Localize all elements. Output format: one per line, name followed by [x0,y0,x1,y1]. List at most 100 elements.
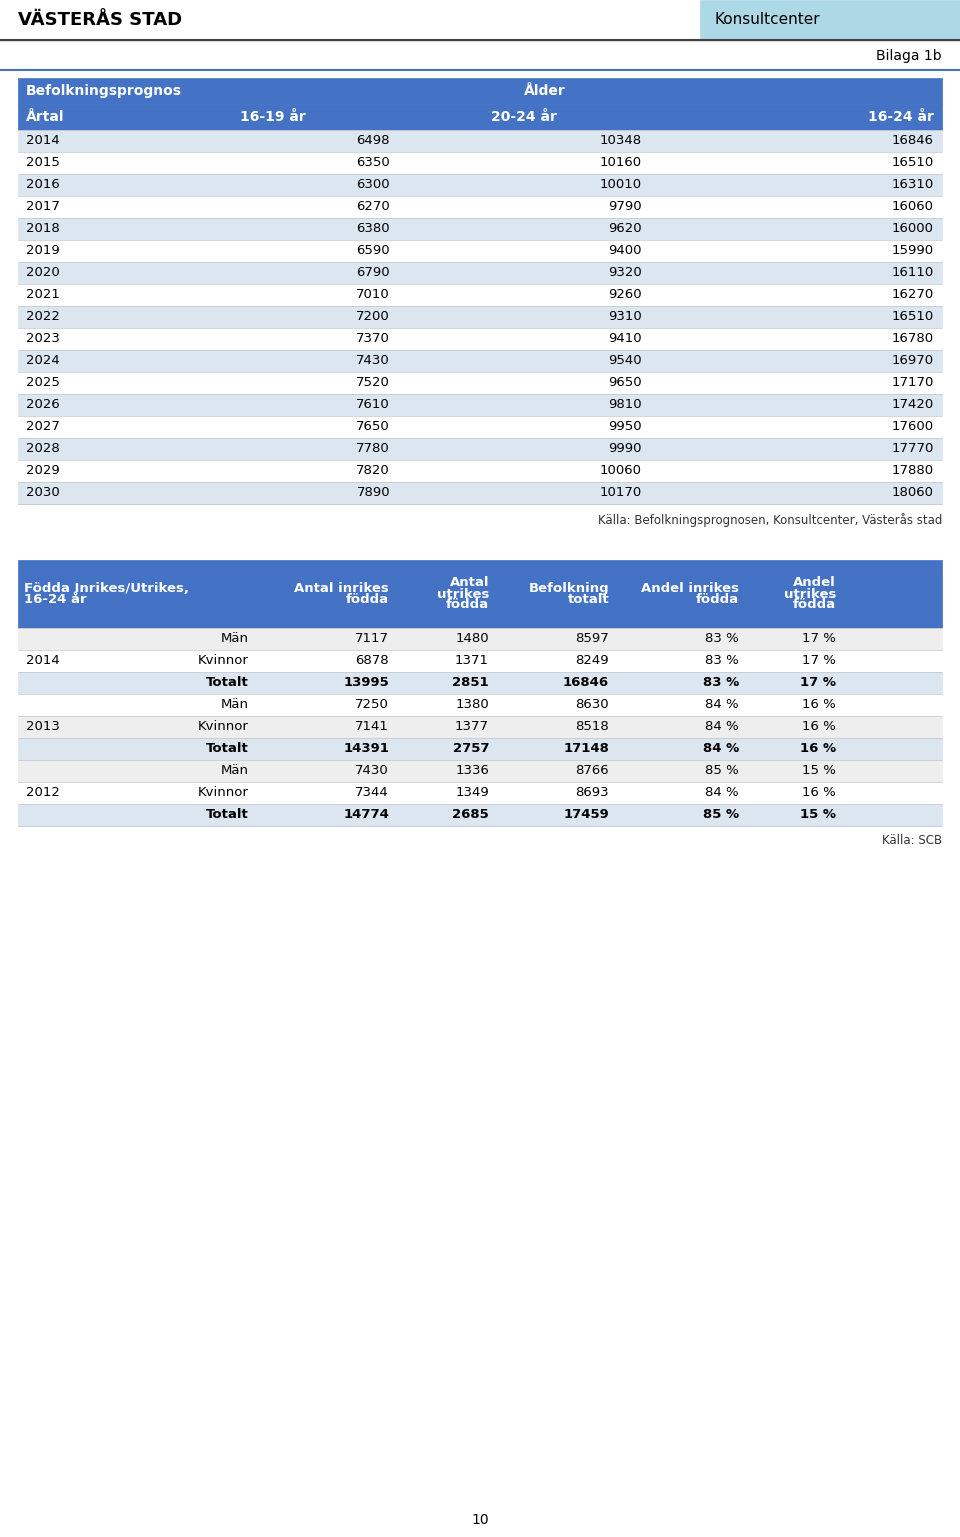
Text: 16970: 16970 [892,355,934,367]
Text: 9650: 9650 [609,377,642,389]
Text: Andel inrikes: Andel inrikes [641,583,739,595]
Text: 10348: 10348 [600,135,642,148]
Text: 15990: 15990 [892,244,934,258]
Text: 16 %: 16 % [803,787,836,799]
Text: 2019: 2019 [26,244,60,258]
Text: 15 %: 15 % [803,764,836,778]
Text: 1336: 1336 [455,764,489,778]
Text: 14774: 14774 [343,808,389,821]
Text: Befolkningsprognos: Befolkningsprognos [26,85,182,98]
Text: 7820: 7820 [356,464,390,478]
Text: 2029: 2029 [26,464,60,478]
Text: 17459: 17459 [564,808,609,821]
Bar [18,650,942,672]
Text: 7370: 7370 [356,332,390,346]
Text: 17148: 17148 [564,742,609,756]
Bar [18,306,942,327]
Text: 10160: 10160 [600,157,642,169]
Text: Födda Inrikes/Utrikes,: Födda Inrikes/Utrikes, [24,583,189,595]
Text: 18060: 18060 [892,487,934,500]
Text: 83 %: 83 % [706,655,739,667]
Bar [18,393,942,417]
Text: Bilaga 1b: Bilaga 1b [876,49,942,63]
Text: 17 %: 17 % [800,676,836,690]
Text: 2020: 2020 [26,266,60,280]
Text: 17600: 17600 [892,421,934,433]
Text: Årtal: Årtal [26,111,64,124]
Text: 6790: 6790 [356,266,390,280]
Bar [700,0,960,40]
Bar [0,0,960,40]
Text: 2027: 2027 [26,421,60,433]
Text: 16 %: 16 % [803,721,836,733]
Text: Totalt: Totalt [206,808,249,821]
Text: 16-24 år: 16-24 år [868,111,934,124]
Text: 6380: 6380 [356,223,390,235]
Text: 7250: 7250 [355,698,389,712]
Text: 16060: 16060 [892,200,934,214]
Text: 9540: 9540 [609,355,642,367]
Text: 9620: 9620 [609,223,642,235]
Text: 85 %: 85 % [706,764,739,778]
Text: 2014: 2014 [26,655,60,667]
Text: 16510: 16510 [892,157,934,169]
Text: 16000: 16000 [892,223,934,235]
Text: 7780: 7780 [356,443,390,455]
Text: 16270: 16270 [892,289,934,301]
Text: Totalt: Totalt [206,676,249,690]
Text: 20-24 år: 20-24 år [492,111,557,124]
Text: 85 %: 85 % [703,808,739,821]
Text: Befolkning: Befolkning [528,583,609,595]
Text: 17 %: 17 % [803,655,836,667]
Text: 7650: 7650 [356,421,390,433]
Text: 2026: 2026 [26,398,60,412]
Text: 7010: 7010 [356,289,390,301]
Text: Kvinnor: Kvinnor [198,655,249,667]
Text: Kvinnor: Kvinnor [198,721,249,733]
Text: 16 %: 16 % [803,698,836,712]
Text: 7141: 7141 [355,721,389,733]
Text: VÄSTERÅS STAD: VÄSTERÅS STAD [18,11,182,29]
Text: 2012: 2012 [26,787,60,799]
Bar [18,460,942,483]
Bar [18,105,942,131]
Text: 2685: 2685 [452,808,489,821]
Text: 7200: 7200 [356,310,390,323]
Text: 2016: 2016 [26,178,60,192]
Text: 1480: 1480 [455,633,489,646]
Bar [18,759,942,782]
Text: 8249: 8249 [575,655,609,667]
Bar [18,350,942,372]
Text: 16846: 16846 [892,135,934,148]
Text: Män: Män [221,633,249,646]
Text: 8693: 8693 [575,787,609,799]
Text: födda: födda [445,598,489,612]
Text: 14391: 14391 [343,742,389,756]
Text: 9320: 9320 [609,266,642,280]
Text: 9950: 9950 [609,421,642,433]
Text: Totalt: Totalt [206,742,249,756]
Bar [18,284,942,306]
Text: 6498: 6498 [356,135,390,148]
Bar [18,695,942,716]
Text: 1371: 1371 [455,655,489,667]
Text: 1377: 1377 [455,721,489,733]
Bar [18,738,942,759]
Text: 2028: 2028 [26,443,60,455]
Text: totalt: totalt [567,593,609,606]
Text: 2851: 2851 [452,676,489,690]
Text: 2014: 2014 [26,135,60,148]
Bar [18,438,942,460]
Bar [18,804,942,825]
Bar [18,372,942,393]
Text: Konsultcenter: Konsultcenter [714,12,820,28]
Text: 2017: 2017 [26,200,60,214]
Text: 1380: 1380 [455,698,489,712]
Text: 2018: 2018 [26,223,60,235]
Bar [18,152,942,174]
Text: 9990: 9990 [609,443,642,455]
Bar [18,417,942,438]
Text: Ålder: Ålder [524,85,565,98]
Text: 6590: 6590 [356,244,390,258]
Text: 2022: 2022 [26,310,60,323]
